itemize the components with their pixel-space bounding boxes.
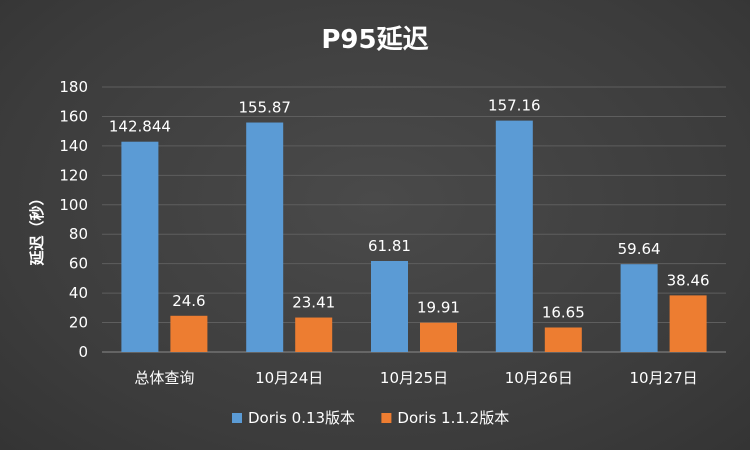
data-label: 38.46	[667, 271, 710, 289]
bar-series-2	[669, 295, 707, 352]
y-tick-label: 40	[69, 284, 88, 302]
y-tick-label: 20	[69, 314, 88, 332]
data-label: 24.6	[172, 292, 205, 310]
data-label: 19.91	[417, 299, 460, 317]
bar-series-1	[246, 122, 284, 352]
chart-title: P95延迟	[321, 25, 428, 55]
bars	[121, 120, 707, 353]
bar-series-2	[544, 327, 582, 352]
x-tick-label: 10月25日	[380, 369, 448, 387]
x-tick-labels: 总体查询 10月24日 10月25日 10月26日 10月27日	[134, 369, 697, 387]
bar-series-2	[170, 315, 208, 352]
y-tick-label: 100	[59, 196, 88, 214]
y-tick-label: 80	[69, 225, 88, 243]
data-labels: 142.844 24.6 155.87 23.41 61.81 19.91 157.16 16…	[109, 97, 710, 322]
x-tick-label: 10月26日	[505, 369, 573, 387]
bar-series-2	[295, 317, 333, 352]
y-tick-label: 160	[59, 107, 88, 125]
y-tick-labels: 0 20 40 60 80 100 120 140 160 180	[59, 78, 88, 361]
data-label: 23.41	[292, 294, 335, 312]
x-tick-label: 10月27日	[630, 369, 698, 387]
bar-series-1	[371, 261, 408, 352]
bar-series-1	[495, 120, 533, 353]
y-tick-label: 60	[69, 255, 88, 273]
data-label: 16.65	[542, 303, 585, 321]
legend-swatch-series-2	[381, 413, 392, 423]
data-label: 157.16	[488, 97, 541, 115]
x-tick-label: 10月24日	[255, 369, 323, 387]
y-axis-label: 延迟（秒）	[28, 190, 46, 266]
y-tick-label: 0	[78, 343, 88, 361]
bar-series-2	[420, 322, 457, 352]
data-label: 59.64	[618, 240, 661, 258]
legend: Doris 0.13版本 Doris 1.1.2版本	[232, 409, 509, 427]
y-tick-label: 180	[59, 78, 88, 96]
x-tick-label: 总体查询	[134, 369, 194, 387]
data-label: 61.81	[368, 237, 411, 255]
data-label: 142.844	[109, 118, 171, 136]
y-tick-label: 120	[59, 166, 88, 184]
bar-series-1	[620, 264, 658, 352]
y-tick-label: 140	[59, 137, 88, 155]
legend-label-series-1: Doris 0.13版本	[248, 409, 355, 427]
data-label: 155.87	[238, 99, 291, 117]
legend-label-series-2: Doris 1.1.2版本	[397, 409, 509, 427]
bar-series-1	[121, 141, 159, 352]
legend-swatch-series-1	[232, 413, 242, 423]
